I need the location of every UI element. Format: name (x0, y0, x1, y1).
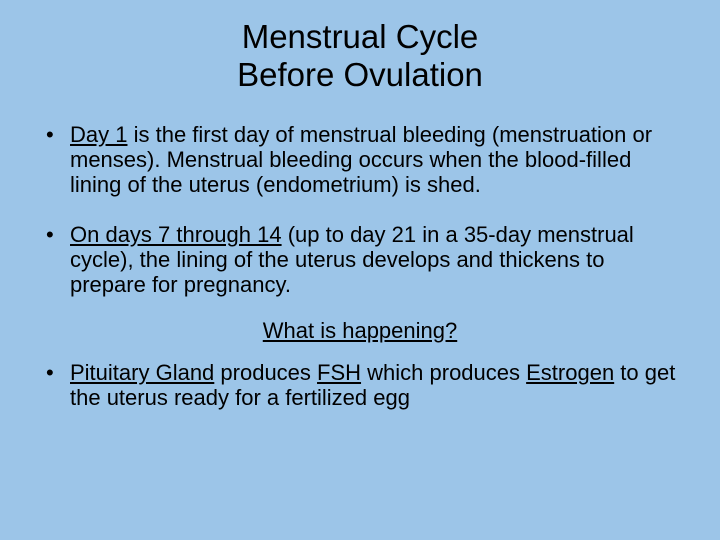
bullet-item-3: Pituitary Gland produces FSH which produ… (40, 360, 680, 411)
bullet3-p1: Pituitary Gland (70, 360, 214, 385)
bullet3-p2: FSH (317, 360, 361, 385)
bullet3-t2: which produces (361, 360, 526, 385)
bullet1-lead: Day 1 (70, 122, 127, 147)
bullet3-t1: produces (214, 360, 317, 385)
bullet-list: Day 1 is the first day of menstrual blee… (40, 122, 680, 298)
bullet-list-2: Pituitary Gland produces FSH which produ… (40, 360, 680, 411)
bullet-item-2: On days 7 through 14 (up to day 21 in a … (40, 222, 680, 298)
subheading: What is happening? (40, 318, 680, 344)
bullet1-rest: is the first day of menstrual bleeding (… (70, 122, 652, 198)
title-line-2: Before Ovulation (237, 56, 483, 93)
bullet3-p3: Estrogen (526, 360, 614, 385)
slide-title: Menstrual Cycle Before Ovulation (40, 18, 680, 94)
title-line-1: Menstrual Cycle (242, 18, 479, 55)
bullet-item-1: Day 1 is the first day of menstrual blee… (40, 122, 680, 198)
bullet2-lead: On days 7 through 14 (70, 222, 282, 247)
